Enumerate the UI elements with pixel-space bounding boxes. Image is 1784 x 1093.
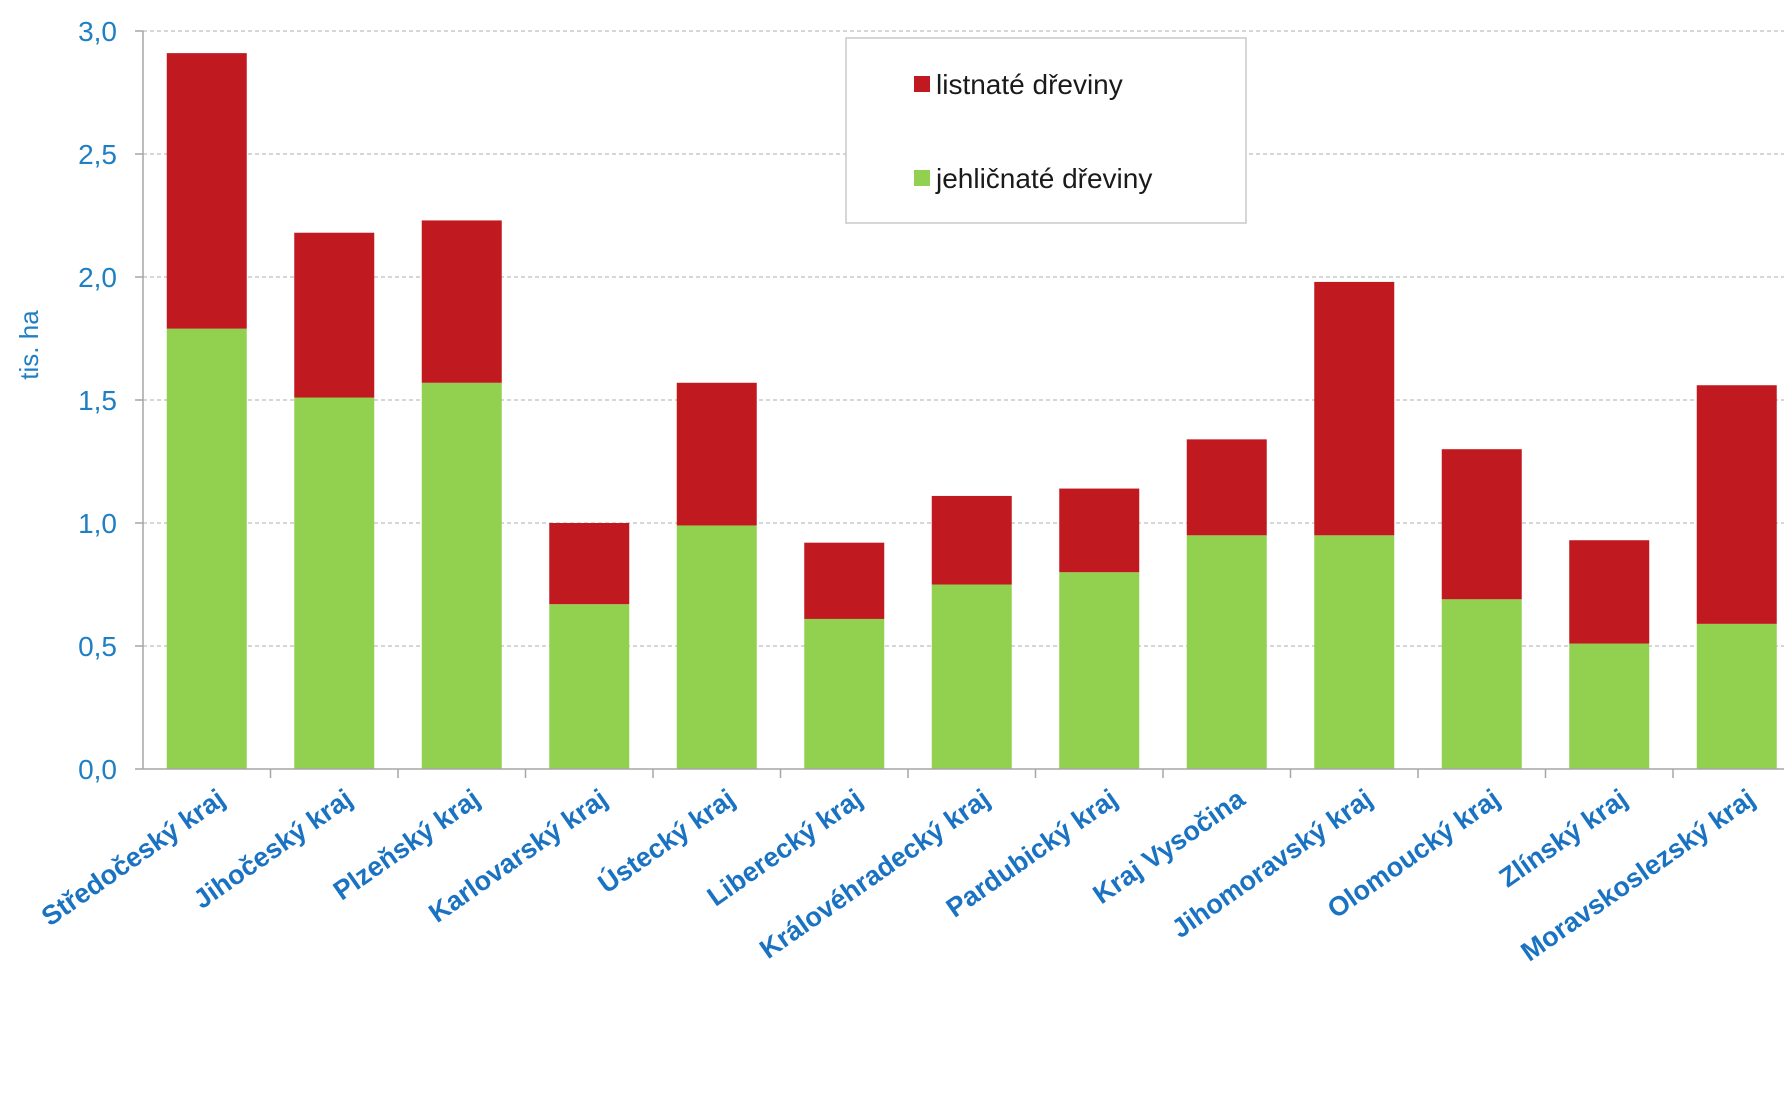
- bar-jehlicnate: [1696, 623, 1777, 769]
- bar-listnate: [549, 523, 630, 605]
- y-tick-label: 2,0: [78, 262, 117, 293]
- bar-listnate: [804, 542, 885, 619]
- y-tick-labels: 0,0 0,5 1,0 1,5 2,0 2,5 3,0: [78, 16, 117, 785]
- y-tick-label: 0,5: [78, 631, 117, 662]
- bar-listnate: [931, 495, 1012, 585]
- bar-listnate: [1059, 488, 1140, 573]
- bar-jehlicnate: [804, 618, 885, 769]
- x-tick-label: Moravskoslezský kraj: [1516, 783, 1761, 967]
- bar-jehlicnate: [1441, 599, 1522, 769]
- legend-box: [845, 37, 1247, 224]
- bar-jehlicnate: [1059, 572, 1140, 769]
- legend-label-listnate: listnaté dřeviny: [936, 69, 1123, 100]
- bar-jehlicnate: [549, 604, 630, 769]
- bar-jehlicnate: [931, 584, 1012, 769]
- bar-jehlicnate: [166, 328, 247, 769]
- bar-jehlicnate: [676, 525, 757, 769]
- bar-listnate: [1696, 385, 1777, 624]
- bar-listnate: [421, 220, 502, 383]
- bar-listnate: [166, 53, 247, 329]
- legend-label-jehlicnate: jehličnaté dřeviny: [935, 163, 1152, 194]
- y-tick-label: 1,5: [78, 385, 117, 416]
- legend-swatch-jehlicnate: [914, 170, 930, 186]
- bar-jehlicnate: [294, 397, 375, 769]
- bar-listnate: [1186, 439, 1267, 536]
- y-tick-label: 3,0: [78, 16, 117, 47]
- bar-jehlicnate: [1314, 535, 1395, 769]
- y-tick-label: 0,0: [78, 754, 117, 785]
- legend: listnaté dřeviny jehličnaté dřeviny: [845, 37, 1247, 224]
- axes: [135, 30, 1784, 778]
- bar-listnate: [676, 382, 757, 526]
- bar-jehlicnate: [421, 382, 502, 769]
- bar-listnate: [294, 232, 375, 398]
- bar-jehlicnate: [1186, 535, 1267, 769]
- y-tick-label: 2,5: [78, 139, 117, 170]
- bars: [166, 53, 1777, 769]
- legend-swatch-listnate: [914, 76, 930, 92]
- y-axis-label: tis. ha: [14, 310, 44, 380]
- bar-listnate: [1441, 449, 1522, 600]
- bar-listnate: [1314, 281, 1395, 536]
- bar-jehlicnate: [1569, 643, 1650, 769]
- bar-listnate: [1569, 540, 1650, 644]
- x-tick-label: Královéhradecký kraj: [754, 783, 995, 964]
- y-tick-label: 1,0: [78, 508, 117, 539]
